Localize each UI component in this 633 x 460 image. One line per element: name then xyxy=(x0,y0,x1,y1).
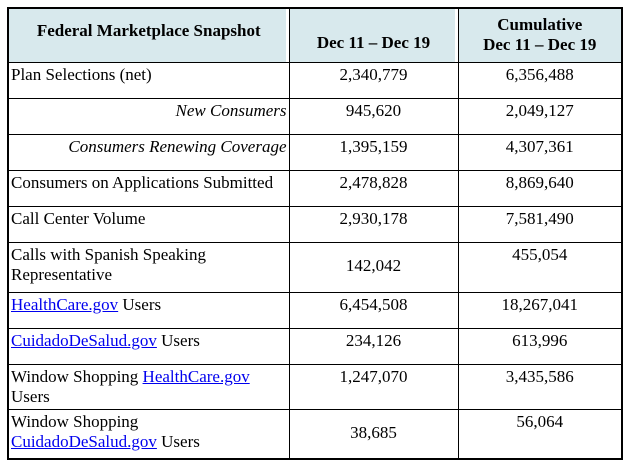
header-row: Federal Marketplace Snapshot Dec 11 – De… xyxy=(7,7,623,63)
row-label: HealthCare.gov Users xyxy=(7,291,290,329)
row-label-suffix: Users xyxy=(156,431,200,451)
row-value-period: 945,620 xyxy=(288,97,459,135)
header-period-label: Dec 11 – Dec 19 xyxy=(316,33,431,53)
row-value-cumulative: 2,049,127 xyxy=(457,97,623,135)
table-row-window-shopping-healthcare: Window Shopping HealthCare.gov Users 1,2… xyxy=(7,363,623,410)
row-value-cumulative: 455,054 xyxy=(457,241,623,293)
row-label: Consumers Renewing Coverage xyxy=(7,133,290,171)
row-value-period: 1,247,070 xyxy=(288,363,459,410)
cuidadodesalud-gov-link[interactable]: CuidadoDeSalud.gov xyxy=(11,330,157,350)
row-value-period: 234,126 xyxy=(288,327,459,365)
row-value-cumulative: 3,435,586 xyxy=(457,363,623,410)
marketplace-snapshot-table-wrap: Federal Marketplace Snapshot Dec 11 – De… xyxy=(7,7,623,460)
row-value-period: 2,930,178 xyxy=(288,205,459,243)
table-row-consumers-renewing: Consumers Renewing Coverage 1,395,159 4,… xyxy=(7,133,623,171)
row-label-suffix: Users xyxy=(156,330,200,350)
healthcare-gov-link[interactable]: HealthCare.gov xyxy=(142,366,250,386)
row-label-text: Plan Selections (net) xyxy=(11,64,152,84)
table-row-cuidadodesalud-users: CuidadoDeSalud.gov Users 234,126 613,996 xyxy=(7,327,623,365)
row-value-cumulative: 7,581,490 xyxy=(457,205,623,243)
row-value-cumulative: 56,064 xyxy=(457,408,623,460)
row-value-period: 2,478,828 xyxy=(288,169,459,207)
row-label-prefix: Window Shopping xyxy=(11,366,143,386)
healthcare-gov-link[interactable]: HealthCare.gov xyxy=(11,294,119,314)
row-value-period: 142,042 xyxy=(288,241,459,293)
row-label-text: New Consumers xyxy=(175,100,287,120)
row-label-text: Consumers on Applications Submitted xyxy=(11,172,274,192)
row-label-text: Call Center Volume xyxy=(11,208,146,228)
row-label-suffix: Users xyxy=(118,294,162,314)
header-period-column: Dec 11 – Dec 19 xyxy=(288,7,459,63)
row-value-cumulative: 613,996 xyxy=(457,327,623,365)
header-cumulative-label-line2: Dec 11 – Dec 19 xyxy=(483,35,597,55)
row-label: Plan Selections (net) xyxy=(7,61,290,99)
row-value-cumulative: 6,356,488 xyxy=(457,61,623,99)
row-label: Consumers on Applications Submitted xyxy=(7,169,290,207)
row-label-text: Consumers Renewing Coverage xyxy=(68,136,287,156)
row-label: New Consumers xyxy=(7,97,290,135)
header-snapshot-title: Federal Marketplace Snapshot xyxy=(7,7,290,63)
table-row-healthcare-users: HealthCare.gov Users 6,454,508 18,267,04… xyxy=(7,291,623,329)
row-value-cumulative: 18,267,041 xyxy=(457,291,623,329)
row-label-suffix: Users xyxy=(11,386,50,406)
row-label-text: Calls with Spanish Speaking Representati… xyxy=(11,244,207,284)
row-value-cumulative: 4,307,361 xyxy=(457,133,623,171)
table-row-new-consumers: New Consumers 945,620 2,049,127 xyxy=(7,97,623,135)
marketplace-snapshot-table: Federal Marketplace Snapshot Dec 11 – De… xyxy=(7,7,623,460)
row-label: Call Center Volume xyxy=(7,205,290,243)
table-row-applications-submitted: Consumers on Applications Submitted 2,47… xyxy=(7,169,623,207)
row-label: Window Shopping CuidadoDeSalud.gov Users xyxy=(7,408,290,460)
row-value-period: 1,395,159 xyxy=(288,133,459,171)
row-value-cumulative: 8,869,640 xyxy=(457,169,623,207)
table-row-plan-selections: Plan Selections (net) 2,340,779 6,356,48… xyxy=(7,61,623,99)
header-cumulative-column: Cumulative Dec 11 – Dec 19 xyxy=(457,7,623,63)
table-row-spanish-calls: Calls with Spanish Speaking Representati… xyxy=(7,241,623,293)
row-label: CuidadoDeSalud.gov Users xyxy=(7,327,290,365)
row-value-period: 2,340,779 xyxy=(288,61,459,99)
table-row-call-center-volume: Call Center Volume 2,930,178 7,581,490 xyxy=(7,205,623,243)
header-snapshot-label: Federal Marketplace Snapshot xyxy=(36,21,261,41)
row-value-period: 6,454,508 xyxy=(288,291,459,329)
row-label: Calls with Spanish Speaking Representati… xyxy=(7,241,290,293)
row-value-period: 38,685 xyxy=(288,408,459,460)
cuidadodesalud-gov-link[interactable]: CuidadoDeSalud.gov xyxy=(11,431,157,451)
row-label-prefix: Window Shopping xyxy=(11,411,139,431)
table-row-window-shopping-cuidadodesalud: Window Shopping CuidadoDeSalud.gov Users… xyxy=(7,408,623,460)
header-cumulative-label-line1: Cumulative xyxy=(497,15,583,35)
row-label: Window Shopping HealthCare.gov Users xyxy=(7,363,290,410)
